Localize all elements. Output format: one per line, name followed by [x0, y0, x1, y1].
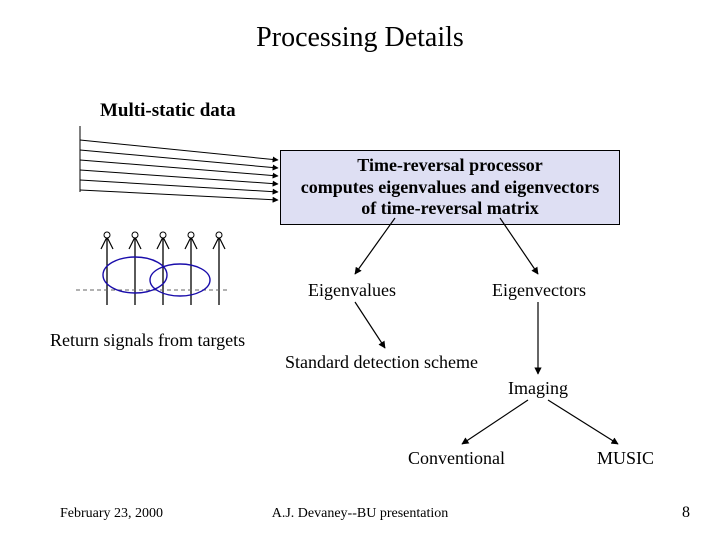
footer-center: A.J. Devaney--BU presentation: [272, 506, 449, 522]
imaging-label: Imaging: [508, 378, 568, 399]
eigenvectors-label: Eigenvectors: [492, 280, 586, 301]
footer-page-number: 8: [682, 504, 690, 522]
return-signals-label: Return signals from targets: [50, 330, 245, 351]
detection-scheme-label: Standard detection scheme: [285, 352, 478, 373]
conventional-label: Conventional: [408, 448, 505, 469]
music-label: MUSIC: [597, 448, 654, 469]
processor-box: Time-reversal processorcomputes eigenval…: [280, 150, 620, 225]
multi-static-label: Multi-static data: [100, 100, 236, 122]
eigenvalues-label: Eigenvalues: [308, 280, 396, 301]
footer-date: February 23, 2000: [60, 506, 163, 522]
page-title: Processing Details: [256, 22, 464, 54]
